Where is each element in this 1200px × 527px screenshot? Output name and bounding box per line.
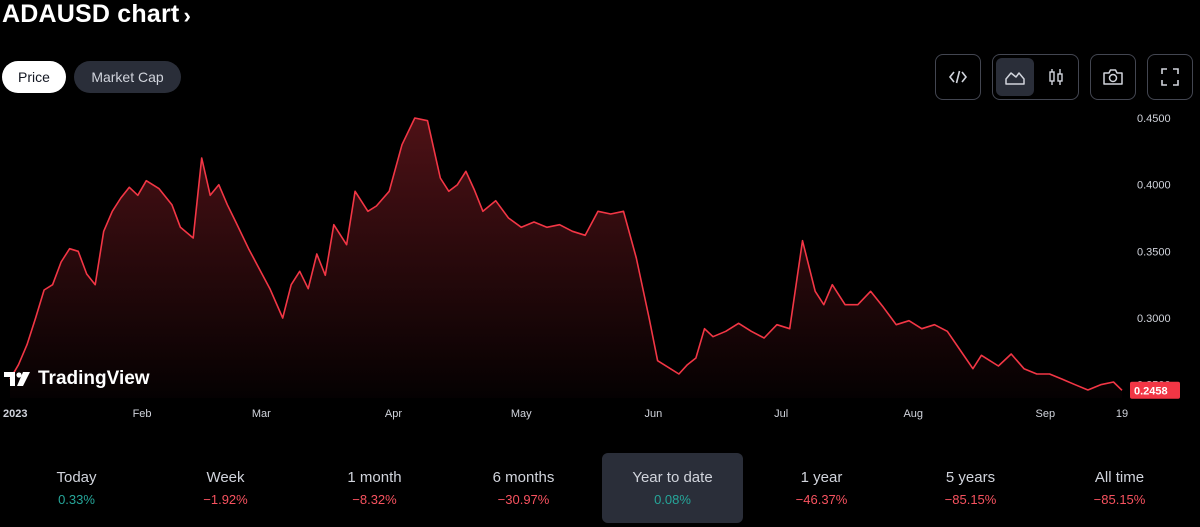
x-tick-label: 19 (1116, 408, 1128, 420)
y-tick-label: 0.3000 (1137, 313, 1171, 325)
embed-button[interactable] (935, 54, 981, 100)
tradingview-logo[interactable]: TradingView (4, 368, 150, 390)
fullscreen-icon (1161, 68, 1179, 86)
period-label: All time (1094, 469, 1145, 486)
x-tick-label: Aug (903, 408, 923, 420)
period-label: 1 year (800, 469, 843, 486)
snapshot-button[interactable] (1090, 54, 1136, 100)
fullscreen-button[interactable] (1147, 54, 1193, 100)
period-value: −1.92% (203, 492, 248, 507)
period-label: Week (206, 469, 245, 486)
period-all-time[interactable]: All time −85.15% (1049, 453, 1190, 523)
period-label: Today (56, 469, 97, 486)
period-today[interactable]: Today 0.33% (6, 453, 147, 523)
x-tick-label: Apr (385, 408, 402, 420)
chevron-right-icon: › (183, 2, 191, 28)
tab-price[interactable]: Price (2, 61, 66, 93)
page-title: ADAUSD chart (2, 0, 180, 28)
period-1-month[interactable]: 1 month −8.32% (304, 453, 445, 523)
price-area-fill (10, 118, 1122, 398)
last-value-marker: 0.2458 (1130, 381, 1180, 399)
tab-market-cap[interactable]: Market Cap (74, 61, 181, 93)
period-label: 6 months (492, 469, 555, 486)
x-tick-label: Feb (133, 408, 152, 420)
period-value: 0.33% (58, 492, 95, 507)
last-price-badge (1130, 381, 1180, 399)
y-tick-label: 0.3500 (1137, 246, 1171, 258)
code-icon (948, 70, 968, 84)
period-1-year[interactable]: 1 year −46.37% (751, 453, 892, 523)
y-tick-label: 0.4500 (1137, 113, 1171, 125)
x-tick-label: Sep (1036, 408, 1056, 420)
last-price-label: 0.2458 (1134, 385, 1168, 397)
period-value: −85.15% (1093, 492, 1146, 507)
period-label: 5 years (945, 469, 996, 486)
candlestick-button[interactable] (1037, 58, 1075, 96)
period-value: −30.97% (497, 492, 550, 507)
tradingview-logo-icon (4, 372, 30, 386)
period-6-months[interactable]: 6 months −30.97% (453, 453, 594, 523)
chart-style-group (992, 54, 1079, 100)
period-value: −8.32% (352, 492, 397, 507)
period-value: −85.15% (944, 492, 997, 507)
x-tick-label: May (511, 408, 532, 420)
camera-icon (1103, 69, 1123, 85)
x-axis: 2023 Feb Mar Apr May Jun Jul Aug Sep 19 (3, 408, 1128, 420)
period-value: 0.08% (654, 492, 691, 507)
area-chart-button[interactable] (996, 58, 1034, 96)
x-tick-label: Mar (252, 408, 271, 420)
chart-title-link[interactable]: ADAUSD chart › (2, 0, 191, 29)
tradingview-logo-text: TradingView (38, 368, 150, 389)
period-5-years[interactable]: 5 years −85.15% (900, 453, 1041, 523)
performance-periods: Today 0.33% Week −1.92% 1 month −8.32% 6… (0, 453, 1200, 523)
price-line (9, 117, 1123, 391)
period-year-to-date[interactable]: Year to date 0.08% (602, 453, 743, 523)
x-tick-label: Jun (644, 408, 662, 420)
candlestick-icon (1049, 69, 1063, 85)
x-tick-label: Jul (774, 408, 788, 420)
x-tick-label: 2023 (3, 408, 27, 420)
period-label: Year to date (632, 469, 713, 486)
y-tick-label: 0.4000 (1137, 180, 1171, 192)
period-value: −46.37% (795, 492, 848, 507)
area-chart-icon (1005, 72, 1025, 85)
period-week[interactable]: Week −1.92% (155, 453, 296, 523)
period-label: 1 month (347, 469, 402, 486)
